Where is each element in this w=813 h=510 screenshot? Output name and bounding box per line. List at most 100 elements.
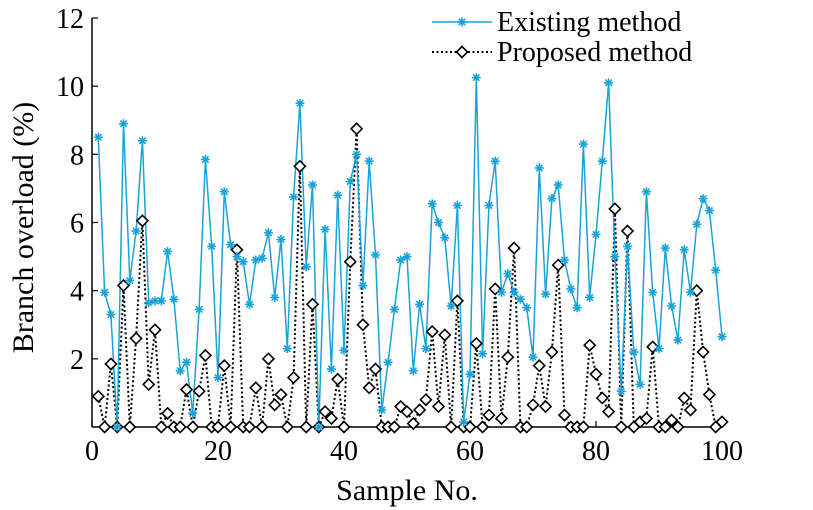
point-proposed-method [683, 403, 698, 417]
point-proposed-method [173, 420, 187, 434]
point-existing-method [289, 192, 299, 202]
point-existing-method [641, 187, 651, 197]
x-tick-label: 100 [701, 436, 743, 467]
x-tick-label: 60 [456, 436, 484, 467]
point-existing-method [339, 345, 349, 355]
point-existing-method [616, 386, 626, 396]
point-existing-method [320, 224, 330, 234]
point-existing-method [200, 154, 210, 164]
point-proposed-method [551, 258, 565, 272]
point-proposed-method [104, 357, 118, 371]
series-line-proposed-method [97, 128, 723, 431]
point-existing-method [314, 422, 324, 432]
legend-marker-existing-method [457, 17, 467, 27]
point-proposed-method [702, 387, 717, 402]
point-proposed-method [179, 382, 194, 397]
point-existing-method [144, 298, 154, 308]
point-proposed-method [299, 420, 313, 434]
point-existing-method [604, 78, 614, 88]
point-existing-method [591, 229, 601, 239]
x-tick-label: 40 [330, 436, 358, 467]
point-existing-method [100, 287, 110, 297]
point-existing-method [547, 194, 557, 204]
point-proposed-method [242, 420, 257, 434]
point-existing-method [484, 200, 494, 210]
point-proposed-method [400, 405, 414, 419]
point-existing-method [251, 255, 261, 265]
x-tick-label: 20 [204, 436, 232, 467]
point-proposed-method [450, 294, 465, 308]
point-proposed-method [255, 420, 269, 434]
point-proposed-method [425, 324, 439, 339]
point-existing-method [572, 303, 582, 313]
point-existing-method [648, 287, 658, 297]
y-tick-label: 8 [70, 140, 84, 171]
point-existing-method [478, 349, 488, 359]
legend-marker-proposed-method [455, 45, 469, 59]
point-existing-method [629, 347, 639, 357]
point-proposed-method [293, 159, 307, 173]
point-existing-method [213, 373, 223, 383]
point-existing-method [389, 304, 399, 314]
point-existing-method [421, 344, 431, 354]
point-proposed-method [274, 387, 288, 402]
point-existing-method [238, 257, 248, 267]
point-existing-method [515, 294, 525, 304]
point-existing-method [597, 156, 607, 166]
point-existing-method [282, 344, 292, 354]
point-proposed-method [211, 420, 225, 434]
point-existing-method [163, 246, 173, 256]
point-existing-method [471, 73, 481, 83]
series-layer [91, 73, 729, 434]
point-existing-method [704, 206, 714, 216]
point-proposed-method [412, 403, 427, 417]
point-existing-method [326, 364, 336, 374]
point-existing-method [182, 357, 191, 367]
point-existing-method [194, 304, 204, 314]
point-existing-method [402, 252, 412, 262]
point-existing-method [673, 335, 683, 345]
point-existing-method [711, 265, 721, 275]
point-existing-method [692, 219, 702, 229]
point-existing-method [610, 252, 620, 262]
point-existing-method [93, 132, 103, 142]
point-existing-method [364, 156, 374, 166]
point-existing-method [112, 422, 122, 432]
point-existing-method [301, 262, 311, 272]
point-proposed-method [532, 359, 546, 373]
point-existing-method [207, 241, 217, 251]
legend-label-existing-method: Existing method [497, 7, 681, 38]
point-existing-method [497, 287, 506, 297]
x-tick-label: 0 [85, 436, 99, 467]
point-proposed-method [324, 411, 339, 426]
point-proposed-method [97, 420, 112, 434]
point-existing-method [352, 149, 362, 159]
y-tick-label: 6 [70, 209, 84, 240]
point-proposed-method [595, 391, 609, 405]
point-existing-method [119, 119, 128, 129]
point-existing-method [459, 417, 469, 427]
y-axis-label: Branch overload (%) [7, 102, 40, 354]
point-proposed-method [280, 420, 294, 434]
point-proposed-method [538, 399, 553, 414]
point-existing-method [660, 243, 670, 253]
point-proposed-method [469, 336, 483, 351]
point-existing-method [175, 366, 185, 376]
y-tick-label: 10 [56, 72, 84, 103]
point-proposed-method [601, 405, 616, 419]
point-existing-method [717, 332, 727, 342]
point-proposed-method [91, 389, 105, 403]
point-existing-method [408, 366, 418, 376]
point-proposed-method [217, 359, 231, 373]
point-existing-method [667, 301, 677, 311]
point-existing-method [345, 177, 355, 187]
point-proposed-method [526, 398, 540, 412]
point-proposed-method [589, 367, 603, 381]
point-proposed-method [123, 420, 137, 434]
point-proposed-method [545, 345, 559, 359]
point-existing-method [188, 408, 198, 418]
point-existing-method [270, 292, 280, 302]
legend-label-proposed-method: Proposed method [497, 37, 692, 68]
x-tick-label: 80 [582, 436, 610, 467]
point-proposed-method [249, 381, 263, 395]
